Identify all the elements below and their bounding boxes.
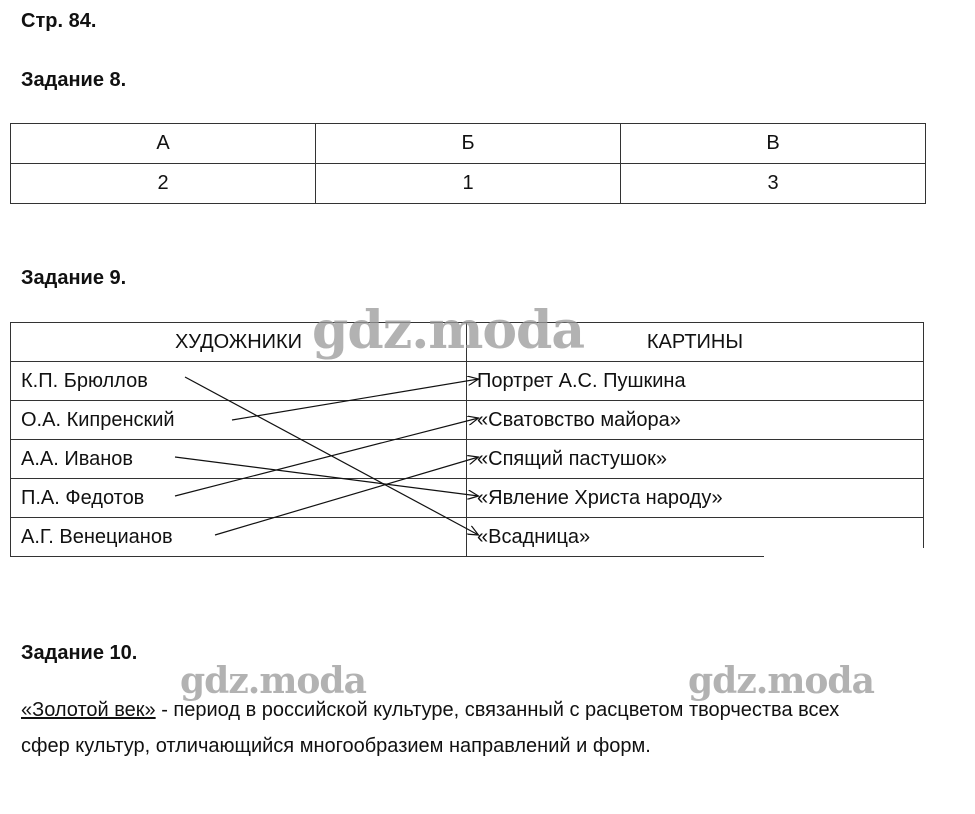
artist: П.А. Федотов <box>10 478 467 518</box>
artist: К.П. Брюллов <box>10 361 467 401</box>
task9-title: Задание 9. <box>21 267 127 289</box>
definition-line1: - период в российской культуре, связанны… <box>155 699 840 721</box>
watermark-logo: gdz.moda <box>180 660 367 702</box>
value-b: 1 <box>315 163 621 204</box>
watermark-logo: gdz.moda <box>688 660 875 702</box>
definition-line2: сфер культур, отличающийся многообразием… <box>21 735 651 757</box>
white-patch <box>764 548 926 600</box>
value-a: 2 <box>10 163 316 204</box>
artist: А.А. Иванов <box>10 439 467 479</box>
task9-table: ХУДОЖНИКИ КАРТИНЫ К.П. Брюллов Портрет А.С… <box>10 322 924 557</box>
match-arrow <box>214 457 479 536</box>
painting: «Сватовство майора» <box>466 400 924 440</box>
task10-title: Задание 10. <box>21 642 138 664</box>
painting: «Спящий пастушок» <box>466 439 924 479</box>
task8-title: Задание 8. <box>21 69 127 91</box>
page-label: Стр. 84. <box>21 10 97 32</box>
watermark-logo: gdz.moda <box>312 300 585 361</box>
match-arrow <box>174 456 479 496</box>
match-arrow <box>231 379 479 421</box>
term: «Золотой век» <box>21 699 156 721</box>
artist: А.Г. Венецианов <box>10 517 467 557</box>
value-v: 3 <box>620 163 926 204</box>
col-paintings: КАРТИНЫ <box>466 322 924 362</box>
artist: О.А. Кипренский <box>10 400 467 440</box>
painting: Портрет А.С. Пушкина <box>466 361 924 401</box>
match-arrow <box>174 418 479 497</box>
task10-text: «Золотой век» - период в российской куль… <box>21 692 839 764</box>
